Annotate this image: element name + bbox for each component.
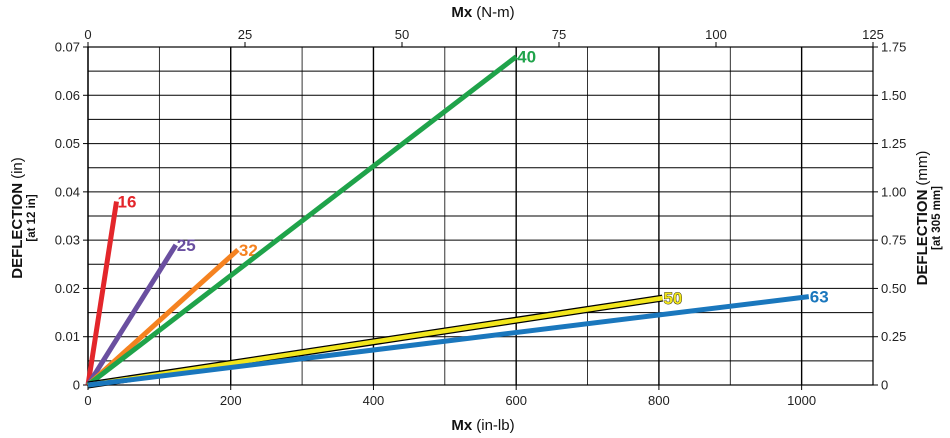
- svg-text:DEFLECTION(mm): DEFLECTION(mm): [914, 151, 931, 286]
- y-right-tick-label: 1.00: [881, 184, 906, 199]
- x-top-tick-label: 75: [552, 27, 566, 42]
- series-25-label: 25: [177, 236, 196, 255]
- series-63-line: [87, 294, 810, 388]
- series-lines: 16 25 32 40 50 63: [85, 48, 829, 389]
- x-top-tick-label: 100: [705, 27, 727, 42]
- y-left-tick-label: 0: [73, 378, 80, 393]
- y-left-axis-title: DEFLECTION(in) [at 12 in]: [9, 157, 38, 279]
- y-left-axis-sublabel: [at 12 in]: [26, 194, 38, 241]
- y-left-tick-label: 0.06: [55, 88, 80, 103]
- svg-text:DEFLECTION(in): DEFLECTION(in): [9, 157, 26, 279]
- y-right-tick-label: 1.75: [881, 40, 906, 55]
- y-right-tick-label: 1.25: [881, 136, 906, 151]
- x-top-tick-label: 0: [84, 27, 91, 42]
- series-50-line: [87, 295, 663, 388]
- x-top-tick-label: 25: [238, 27, 252, 42]
- series-50-label: 50: [663, 289, 682, 308]
- y-left-tick-label: 0.01: [55, 329, 80, 344]
- y-left-tick-label: 0.04: [55, 184, 80, 199]
- plot-frame: [87, 46, 874, 386]
- x-bottom-tick-label: 400: [363, 393, 385, 408]
- series-25-line: [85, 243, 178, 387]
- x-bottom-tick-label: 800: [648, 393, 670, 408]
- x-bottom-axis-title: Mx (in-lb): [451, 417, 514, 434]
- y-right-tick-label: 1.50: [881, 88, 906, 103]
- series-16-line: [85, 201, 119, 386]
- y-right-tick-label: 0.25: [881, 329, 906, 344]
- x-bottom-tick-label: 600: [505, 393, 527, 408]
- x-bottom-tick-label: 0: [84, 393, 91, 408]
- y-left-tick-label: 0.05: [55, 136, 80, 151]
- series-63-label: 63: [810, 288, 829, 307]
- series-32-label: 32: [239, 241, 258, 260]
- series-16-label: 16: [118, 193, 137, 212]
- y-right-axis-sublabel: [at 305 mm]: [931, 186, 943, 250]
- series-40-label: 40: [517, 48, 536, 67]
- y-right-tick-label: 0.50: [881, 281, 906, 296]
- y-left-tick-label: 0.07: [55, 40, 80, 55]
- y-left-tick-label: 0.03: [55, 233, 80, 248]
- y-right-tick-label: 0: [881, 378, 888, 393]
- x-bottom-tick-label: 1000: [787, 393, 816, 408]
- y-right-axis-title: DEFLECTION(mm) [at 305 mm]: [914, 151, 943, 286]
- y-right-tick-label: 0.75: [881, 233, 906, 248]
- x-top-tick-label: 50: [395, 27, 409, 42]
- x-bottom-tick-label: 200: [220, 393, 242, 408]
- y-left-tick-label: 0.02: [55, 281, 80, 296]
- series-40-line: [86, 54, 518, 387]
- x-top-tick-label: 125: [862, 27, 884, 42]
- series-32-line: [86, 247, 240, 387]
- x-top-axis-title: Mx (N-m): [451, 4, 514, 21]
